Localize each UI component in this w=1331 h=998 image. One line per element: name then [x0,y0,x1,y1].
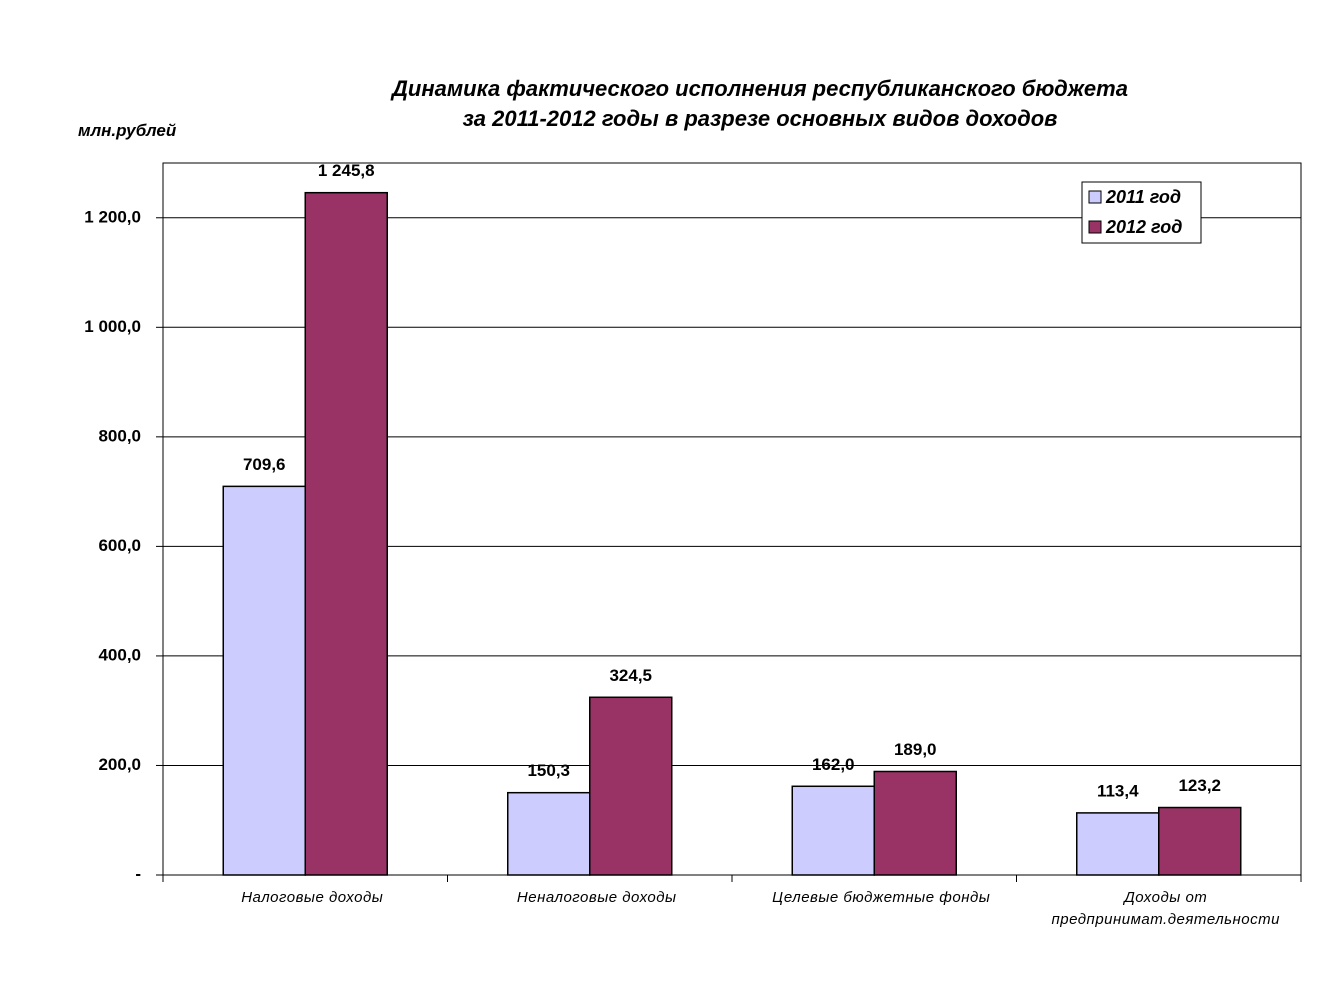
y-tick-label: 200,0 [98,755,141,774]
bar [507,791,591,876]
chart-title: Динамика фактического исполнения республ… [392,76,1128,131]
bar [589,696,673,876]
x-tick-label: Неналоговые доходы [516,889,677,906]
y-tick-label: 1 200,0 [84,207,141,226]
bar [1076,812,1160,876]
value-label: 324,5 [609,666,652,685]
value-label: 150,3 [527,761,570,780]
y-tick-label: - [135,864,141,883]
bar [1158,806,1242,876]
value-label: 1 245,8 [318,161,375,180]
value-label: 123,2 [1178,776,1221,795]
x-tick-label: Налоговые доходы [241,889,384,906]
legend-label: 2011 год [1105,187,1181,207]
bar [304,191,388,876]
y-tick-label: 800,0 [98,426,141,445]
bar [791,785,875,876]
value-label: 113,4 [1097,781,1139,800]
bar [873,770,957,876]
legend-swatch [1088,220,1102,234]
y-tick-label: 1 000,0 [84,317,141,336]
legend-box [1081,181,1202,244]
y-tick-label: 400,0 [98,645,141,664]
y-tick-label: 600,0 [98,536,141,555]
bar [222,485,306,876]
value-label: 189,0 [894,740,937,759]
value-label: 709,6 [243,455,286,474]
x-tick-label: Целевые бюджетные фонды [772,889,991,906]
y-axis-label: млн.рублей [78,121,177,140]
legend-label: 2012 год [1105,217,1182,237]
x-tick-label: Доходы от предпринимат.деятельности [1051,889,1280,928]
legend-swatch [1088,190,1102,204]
value-label: 162,0 [812,755,855,774]
